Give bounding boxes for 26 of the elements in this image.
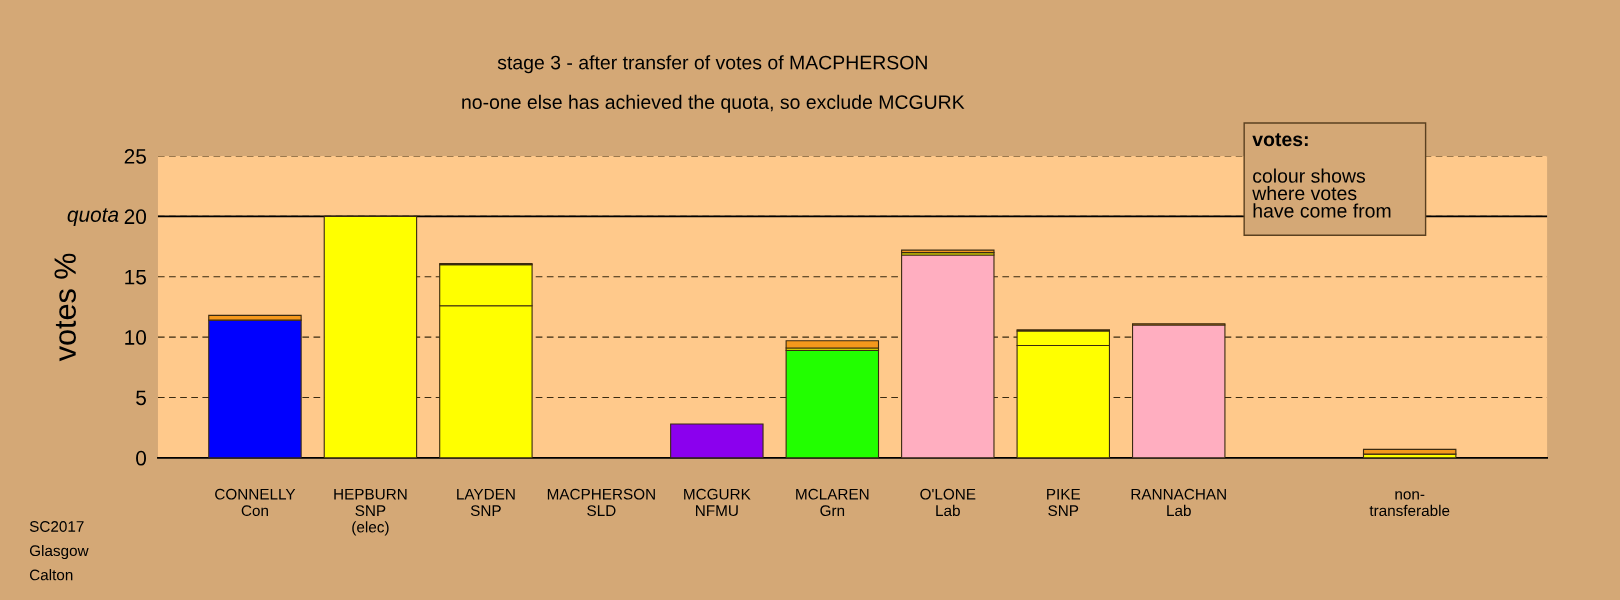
x-tick-label: PIKE SNP [1047, 488, 1081, 517]
x-tick-label: MCLAREN Grn [796, 488, 869, 517]
text: SC2017 Glasgow Calton [29, 521, 89, 581]
x-tick-label: MACPHERSON SLD [547, 488, 655, 517]
x-tick-label: non- transferable [1369, 491, 1450, 517]
x-tick-label: CONNELLY Con [215, 488, 296, 517]
bar [670, 423, 764, 458]
x-tick-label: RANNACHAN Lab [1131, 488, 1226, 517]
annotation: colour shows where votes have come from [1252, 168, 1391, 218]
y-tick-label: 25 [124, 149, 146, 164]
y-tick-label: 0 [136, 450, 147, 466]
text: votes: [1252, 133, 1308, 147]
y-tick-label: 20 [124, 209, 147, 225]
x-tick-label: MCGURK NFMU [684, 488, 751, 517]
y-tick-label: 10 [125, 330, 147, 345]
y-axis-title: votes % [54, 253, 76, 362]
x-tick-label: O'LONE Lab [920, 488, 976, 517]
ref-line-label: quota [67, 208, 119, 227]
y-tick-label: 15 [125, 269, 146, 285]
chart-title: stage 3 - after transfer of votes of MACPHERSON [497, 55, 927, 74]
x-tick-label: LAYDEN SNP [457, 488, 515, 517]
y-tick-label: 5 [136, 390, 146, 406]
bar [1362, 448, 1457, 455]
x-tick-label: HEPBURN SNP (elec) [334, 488, 407, 536]
bar [901, 254, 995, 458]
chart-subtitle: no-one else has achieved the quota, so exclude MCGURK [462, 94, 965, 113]
